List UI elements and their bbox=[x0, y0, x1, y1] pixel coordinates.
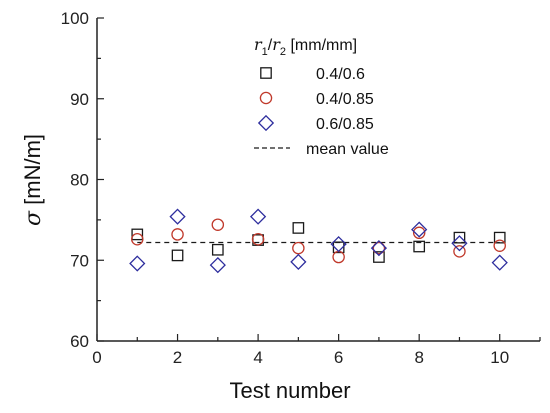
data-point-circle bbox=[493, 239, 506, 252]
data-point-circle bbox=[372, 241, 386, 255]
data-point-square bbox=[332, 241, 345, 254]
data-point-diamond bbox=[169, 208, 186, 225]
x-tick-label: 8 bbox=[414, 348, 423, 367]
data-point-circle bbox=[292, 241, 305, 255]
data-point-square bbox=[493, 231, 506, 244]
legend-label-mean: mean value bbox=[306, 141, 389, 158]
x-tick-label: 4 bbox=[253, 348, 262, 367]
data-point-diamond bbox=[290, 253, 307, 270]
y-tick-label: 80 bbox=[70, 171, 89, 190]
y-tick-label: 60 bbox=[70, 332, 89, 351]
data-point-diamond bbox=[451, 235, 468, 252]
data-point-square bbox=[171, 249, 184, 262]
data-point-square bbox=[453, 231, 466, 244]
data-point-diamond bbox=[370, 240, 388, 257]
y-axis-unit: [mN/m] bbox=[20, 134, 45, 211]
legend-label: 0.4/0.6 bbox=[316, 66, 365, 83]
data-point-diamond bbox=[411, 221, 428, 238]
legend-marker-square bbox=[260, 67, 272, 79]
data-point-square bbox=[131, 228, 144, 241]
legend-marker-circle bbox=[259, 91, 273, 105]
legend-title-unit: [mm/mm] bbox=[286, 37, 357, 54]
legend: r1/r2 [mm/mm] 0.4/0.60.4/0.850.6/0.85mea… bbox=[254, 35, 389, 158]
x-tick-label: 2 bbox=[173, 348, 182, 367]
axis-ticks bbox=[96, 17, 541, 342]
data-point-square bbox=[373, 251, 385, 263]
data-point-square bbox=[211, 243, 224, 256]
y-tick-label: 90 bbox=[70, 90, 89, 109]
y-tick-label: 100 bbox=[61, 9, 89, 28]
x-axis-title: Test number bbox=[229, 378, 350, 403]
legend-title-r2-sub: 2 bbox=[280, 46, 286, 58]
legend-label: 0.6/0.85 bbox=[316, 116, 374, 133]
legend-label: 0.4/0.85 bbox=[316, 91, 374, 108]
data-point-circle bbox=[453, 245, 466, 258]
data-point-circle bbox=[131, 233, 144, 246]
x-tick-label: 10 bbox=[490, 348, 509, 367]
y-tick-label: 70 bbox=[70, 251, 89, 270]
x-tick-label: 6 bbox=[334, 348, 343, 367]
data-point-diamond bbox=[249, 208, 267, 225]
legend-title: r1/r2 [mm/mm] bbox=[254, 35, 357, 58]
tick-labels: 0 2 4 6 8 10 60 70 80 90 100 bbox=[61, 9, 510, 367]
data-point-diamond bbox=[209, 256, 226, 274]
data-marks bbox=[129, 208, 508, 274]
data-point-square bbox=[413, 240, 426, 253]
y-axis-symbol: σ bbox=[21, 210, 46, 226]
legend-title-r1-sub: 1 bbox=[262, 46, 268, 58]
data-point-square bbox=[292, 222, 305, 234]
data-point-circle bbox=[171, 228, 184, 241]
data-point-diamond bbox=[330, 235, 347, 253]
legend-title-r1: r bbox=[254, 35, 263, 54]
data-point-circle bbox=[412, 226, 426, 240]
y-axis-title: σ [mN/m] bbox=[20, 134, 46, 226]
legend-title-r2: r bbox=[272, 35, 281, 54]
data-point-circle bbox=[251, 233, 265, 246]
legend-title-slash: / bbox=[268, 37, 273, 54]
data-point-circle bbox=[211, 218, 225, 231]
x-tick-label: 0 bbox=[92, 348, 101, 367]
data-point-diamond bbox=[491, 254, 508, 271]
legend-marker-diamond bbox=[257, 114, 275, 132]
data-point-diamond bbox=[129, 255, 146, 272]
